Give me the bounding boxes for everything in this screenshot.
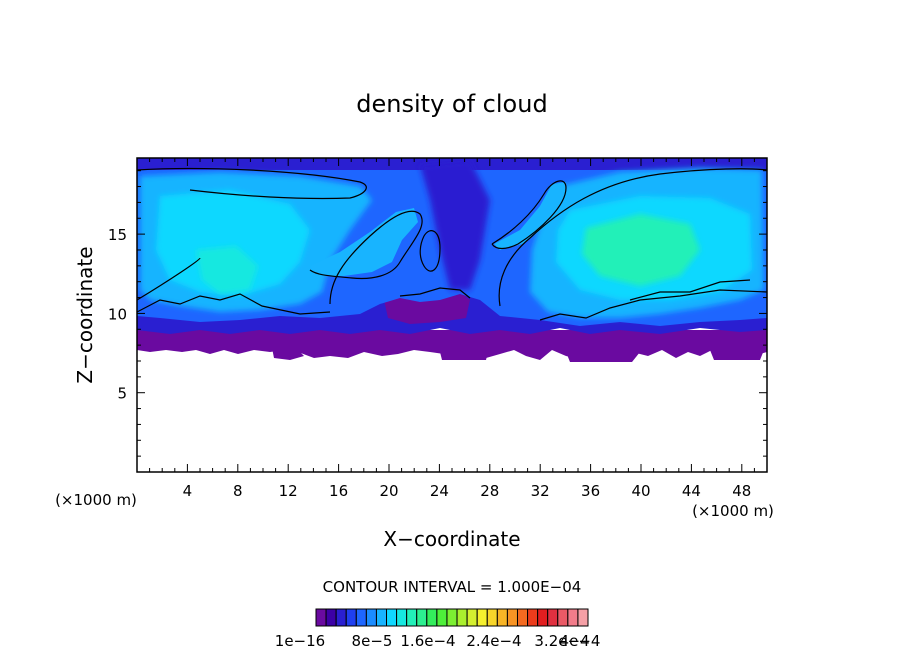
colorbar-swatch [476, 608, 488, 627]
colorbar-swatch [416, 608, 428, 627]
x-tick-label: 44 [682, 482, 701, 500]
x-unit-right: (×1000 m) [692, 502, 774, 520]
chart-title: density of cloud [356, 90, 547, 118]
colorbar-swatch [406, 608, 418, 627]
colorbar-tick-label: 3.2e−4 [534, 632, 589, 650]
x-tick-label: 8 [233, 482, 243, 500]
y-tick-label: 5 [117, 385, 127, 403]
colorbar-swatch [436, 608, 448, 627]
y-axis-ticks: 5 10 15 [108, 170, 767, 457]
colorbar-tick-label: 1.6e−4 [400, 632, 455, 650]
x-tick-label: 32 [531, 482, 550, 500]
right-cloud-teal [582, 214, 700, 286]
colorbar-swatch [396, 608, 408, 627]
colorbar-tick-label: 4e−4 [560, 632, 601, 650]
x-axis-ticks: 4 8 12 16 20 24 28 32 36 40 44 48 [149, 158, 755, 500]
x-tick-label: 12 [279, 482, 298, 500]
colorbar-swatch [426, 608, 438, 627]
colorbar-swatch [516, 608, 529, 627]
x-tick-label: 36 [581, 482, 600, 500]
colorbar-swatch [446, 608, 458, 627]
left-cloud-core [156, 190, 310, 296]
central-column [420, 160, 490, 290]
y-axis-label: Z−coordinate [73, 246, 97, 383]
colorbar-swatch [325, 608, 337, 627]
cloud-base-lobe-3 [566, 352, 640, 362]
colorbar-swatch [506, 608, 518, 627]
colorbar-swatch [355, 608, 367, 627]
colorbar-swatch [345, 608, 357, 627]
left-cloud-teal [196, 246, 258, 294]
contour-interval-label: CONTOUR INTERVAL = 1.000E−04 [323, 578, 582, 596]
colorbar-labels: 1e−16 8e−5 1.6e−4 2.4e−4 3.2e−44e−4 [275, 632, 601, 650]
x-unit-left: (×1000 m) [55, 491, 137, 509]
x-tick-label: 16 [329, 482, 348, 500]
colorbar-swatch [527, 608, 539, 627]
contour-lines [137, 167, 767, 321]
colorbar-tick-label: 2.4e−4 [466, 632, 521, 650]
colorbar-swatch [486, 608, 498, 627]
colorbar-swatch [456, 608, 468, 627]
colorbar-swatch [577, 608, 589, 627]
x-tick-label: 4 [183, 482, 193, 500]
cloud-base-lobe-4 [710, 350, 764, 360]
colorbar-tick-label: 1e−16 [275, 632, 325, 650]
x-tick-label: 24 [430, 482, 449, 500]
contour-field [137, 158, 767, 472]
x-tick-label: 28 [480, 482, 499, 500]
y-tick-label: 15 [108, 226, 127, 244]
x-tick-label: 40 [631, 482, 650, 500]
y-tick-label: 10 [108, 305, 127, 323]
colorbar-tick-label: 8e−5 [352, 632, 393, 650]
x-tick-label: 20 [379, 482, 398, 500]
colorbar [315, 608, 589, 627]
colorbar-swatch [315, 608, 327, 627]
colorbar-swatch [496, 608, 508, 627]
colorbar-swatch [386, 608, 398, 627]
colorbar-swatch [537, 608, 549, 627]
cloud-base-lobe-1 [272, 348, 304, 360]
colorbar-swatch [466, 608, 478, 627]
x-tick-label: 48 [732, 482, 751, 500]
colorbar-swatch [365, 608, 377, 627]
colorbar-swatch [557, 608, 569, 627]
swirl-right-tongue [494, 182, 566, 250]
cloud-base-lobe-2 [440, 352, 488, 360]
colorbar-swatch [547, 608, 559, 627]
colorbar-swatch [335, 608, 347, 627]
colorbar-swatch [567, 608, 579, 627]
colorbar-swatch [375, 608, 388, 627]
x-axis-label: X−coordinate [383, 527, 520, 551]
